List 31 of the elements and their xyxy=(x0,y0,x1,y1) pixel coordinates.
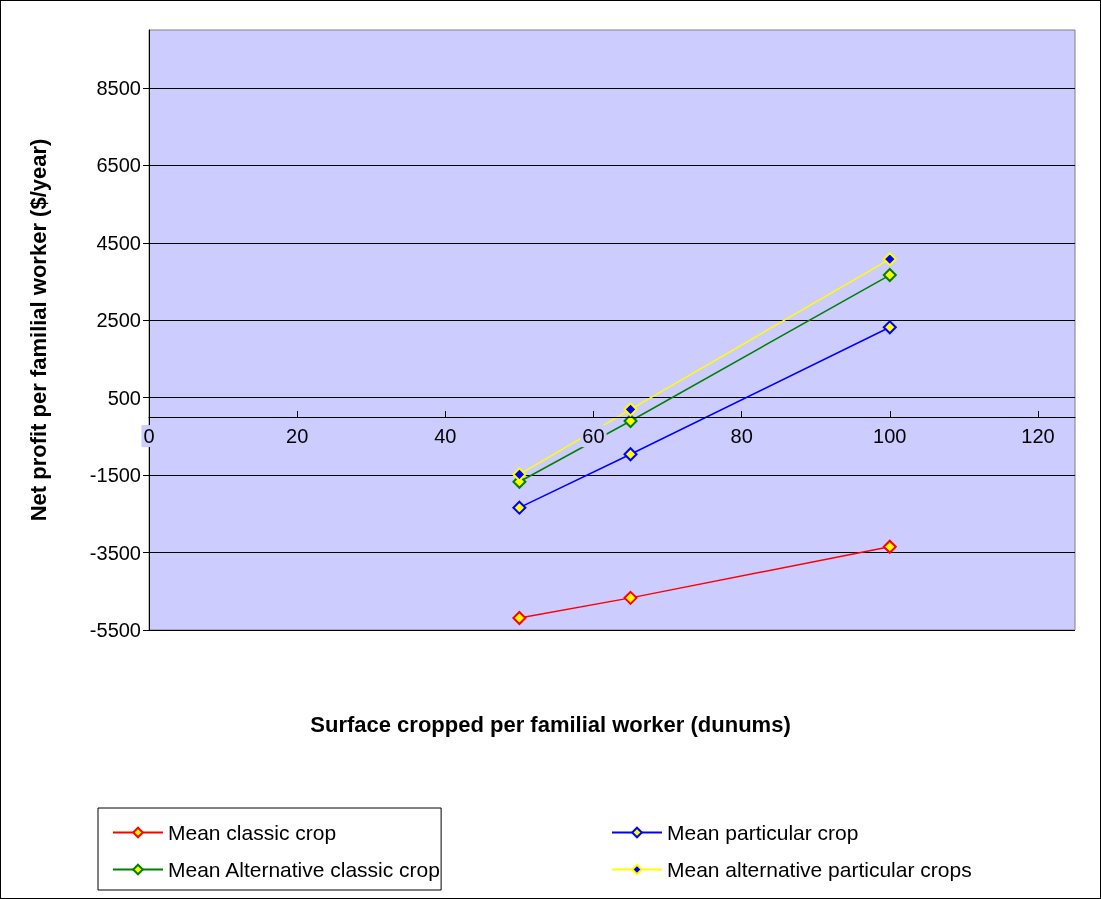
x-tick-label: 80 xyxy=(730,425,753,448)
point xyxy=(512,611,527,625)
y-tick-label: 2500 xyxy=(96,309,141,332)
x-tick-label: 100 xyxy=(873,425,907,448)
y-tick-label: -5500 xyxy=(89,619,141,641)
x-tick-label: 20 xyxy=(286,425,309,448)
point xyxy=(623,447,638,462)
point xyxy=(882,539,897,554)
y-tick-label: 500 xyxy=(107,386,141,409)
point xyxy=(623,590,638,605)
y-tick-label: 4500 xyxy=(96,231,141,254)
point xyxy=(512,500,527,515)
x-tick-label: 40 xyxy=(434,425,457,448)
point xyxy=(882,268,897,283)
y-tick-label: -1500 xyxy=(89,464,141,487)
x-tick-label: 120 xyxy=(1021,425,1055,448)
y-tick-label: -3500 xyxy=(89,541,141,564)
x-tick-label: 60 xyxy=(582,425,605,448)
y-tick-label: 8500 xyxy=(96,77,141,100)
y-tick-label: 6500 xyxy=(96,154,141,177)
legend-label: Mean classic crop xyxy=(168,821,337,844)
x-axis-title: Surface cropped per familial worker (dunums) xyxy=(310,711,791,737)
x-tick-label: 0 xyxy=(143,425,155,448)
point xyxy=(512,467,527,482)
point xyxy=(623,402,638,417)
legend-label: Mean Alternative classic crop xyxy=(168,858,440,881)
y-axis-title: Net profit per familial worker ($/year) xyxy=(25,138,51,522)
legend-label: Mean particular crop xyxy=(667,821,859,844)
legend-label: Mean alternative particular crops xyxy=(667,858,972,881)
point xyxy=(882,320,897,335)
point xyxy=(882,252,897,267)
